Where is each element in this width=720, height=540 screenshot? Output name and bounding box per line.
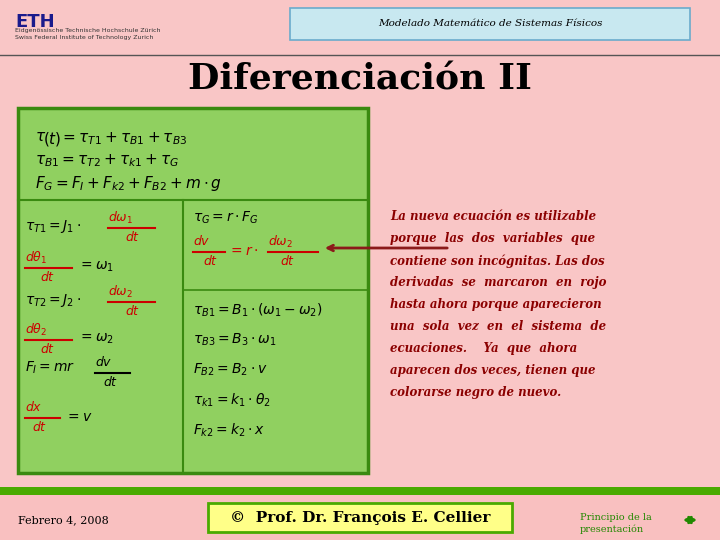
Text: $dt$: $dt$ xyxy=(280,254,295,268)
Text: $F_I = mr$: $F_I = mr$ xyxy=(25,360,75,376)
Text: $F_{B2} = B_2 \cdot v$: $F_{B2} = B_2 \cdot v$ xyxy=(193,362,268,379)
Text: $= v$: $= v$ xyxy=(65,410,92,424)
Text: $dt$: $dt$ xyxy=(40,270,55,284)
Text: $F_{k2} = k_2 \cdot x$: $F_{k2} = k_2 \cdot x$ xyxy=(193,422,265,440)
Text: aparecen dos veces, tienen que: aparecen dos veces, tienen que xyxy=(390,364,595,377)
Text: ©  Prof. Dr. François E. Cellier: © Prof. Dr. François E. Cellier xyxy=(230,511,490,525)
Text: La nueva ecuación es utilizable: La nueva ecuación es utilizable xyxy=(390,210,596,223)
Bar xyxy=(0,487,720,495)
FancyBboxPatch shape xyxy=(208,503,512,532)
Bar xyxy=(290,8,690,40)
Text: Principio de la: Principio de la xyxy=(580,513,652,522)
Text: $dx$: $dx$ xyxy=(25,400,42,414)
Bar xyxy=(0,495,720,540)
Text: $\tau_{T2} = J_2 \cdot$: $\tau_{T2} = J_2 \cdot$ xyxy=(25,292,81,309)
Text: $(t)$: $(t)$ xyxy=(43,130,61,148)
Text: $\tau_{B3} = B_3 \cdot \omega_1$: $\tau_{B3} = B_3 \cdot \omega_1$ xyxy=(193,332,276,348)
Text: ETH: ETH xyxy=(15,13,55,31)
Text: Eidgenössische Technische Hochschule Zürich: Eidgenössische Technische Hochschule Zür… xyxy=(15,28,161,33)
Text: $dv$: $dv$ xyxy=(193,234,210,248)
Text: $d\omega_2$: $d\omega_2$ xyxy=(268,234,293,250)
Text: $\tau_{B1} = \tau_{T2} + \tau_{k1} + \tau_G$: $\tau_{B1} = \tau_{T2} + \tau_{k1} + \ta… xyxy=(35,152,179,168)
Text: $\tau$: $\tau$ xyxy=(35,130,46,144)
Text: ecuaciones.    Ya  que  ahora: ecuaciones. Ya que ahora xyxy=(390,342,577,355)
Text: Modelado Matemático de Sistemas Físicos: Modelado Matemático de Sistemas Físicos xyxy=(378,19,602,29)
Text: derivadas  se  marcaron  en  rojo: derivadas se marcaron en rojo xyxy=(390,276,606,289)
Text: $= \omega_2$: $= \omega_2$ xyxy=(78,332,114,346)
Text: $= r \cdot$: $= r \cdot$ xyxy=(228,244,258,258)
Text: $dt$: $dt$ xyxy=(40,342,55,356)
Text: hasta ahora porque aparecieron: hasta ahora porque aparecieron xyxy=(390,298,602,311)
Text: $d\omega_2$: $d\omega_2$ xyxy=(108,284,133,300)
Text: $dt$: $dt$ xyxy=(103,375,118,389)
Text: $\tau_{k1} = k_1 \cdot \theta_2$: $\tau_{k1} = k_1 \cdot \theta_2$ xyxy=(193,392,271,409)
Text: presentación: presentación xyxy=(580,525,644,535)
Text: $d\theta_1$: $d\theta_1$ xyxy=(25,250,48,266)
Text: $dt$: $dt$ xyxy=(125,304,140,318)
Bar xyxy=(18,108,368,473)
Text: porque  las  dos  variables  que: porque las dos variables que xyxy=(390,232,595,245)
Text: $dv$: $dv$ xyxy=(95,355,112,369)
Text: $F_G = F_I + F_{k2} + F_{B2} + m \cdot g$: $F_G = F_I + F_{k2} + F_{B2} + m \cdot g… xyxy=(35,174,222,193)
Text: $dt$: $dt$ xyxy=(203,254,218,268)
Text: $d\theta_2$: $d\theta_2$ xyxy=(25,322,48,338)
Text: $= \omega_1$: $= \omega_1$ xyxy=(78,260,114,274)
Text: $= \tau_{T1} + \tau_{B1} + \tau_{B3}$: $= \tau_{T1} + \tau_{B1} + \tau_{B3}$ xyxy=(60,130,187,147)
Text: $\tau_G = r \cdot F_G$: $\tau_G = r \cdot F_G$ xyxy=(193,210,259,226)
Text: $\tau_{T1} = J_1 \cdot$: $\tau_{T1} = J_1 \cdot$ xyxy=(25,218,81,235)
Text: $dt$: $dt$ xyxy=(32,420,48,434)
Text: $\tau_{B1} = B_1 \cdot (\omega_1 - \omega_2)$: $\tau_{B1} = B_1 \cdot (\omega_1 - \omeg… xyxy=(193,302,323,319)
Text: Diferenciación II: Diferenciación II xyxy=(188,63,532,97)
Text: contiene son incógnitas. Las dos: contiene son incógnitas. Las dos xyxy=(390,254,605,267)
Text: una  sola  vez  en  el  sistema  de: una sola vez en el sistema de xyxy=(390,320,606,333)
Text: $dt$: $dt$ xyxy=(125,230,140,244)
Text: Febrero 4, 2008: Febrero 4, 2008 xyxy=(18,515,109,525)
Text: $d\omega_1$: $d\omega_1$ xyxy=(108,210,133,226)
Text: Swiss Federal Institute of Technology Zurich: Swiss Federal Institute of Technology Zu… xyxy=(15,35,153,40)
Text: colorarse negro de nuevo.: colorarse negro de nuevo. xyxy=(390,386,562,399)
